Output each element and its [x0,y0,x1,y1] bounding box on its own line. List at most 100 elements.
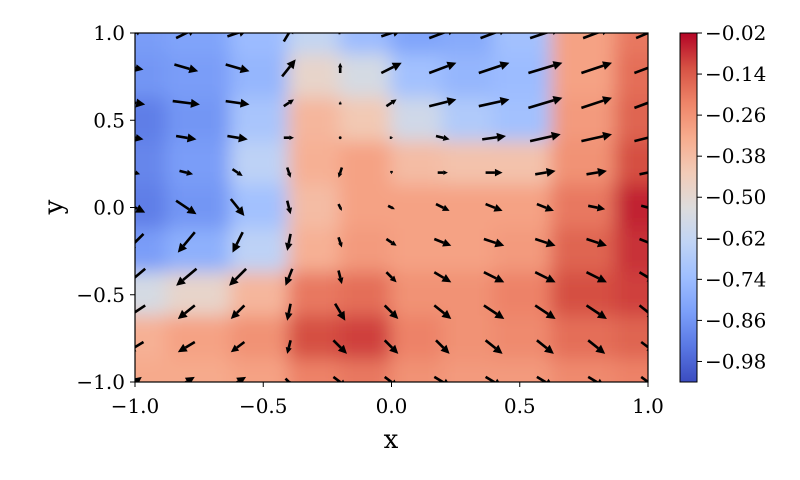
field-cell [339,53,393,100]
field-cell [339,141,393,187]
quiver-arrow [284,268,294,286]
field-cell [614,315,648,362]
quiver-arrow [337,203,342,211]
field-cell [287,53,342,100]
x-tick-label: 0.0 [376,394,408,418]
field-cell [230,53,290,100]
quiver-arrow [332,339,347,354]
field-cell [135,315,169,362]
quiver-arrow [580,61,612,75]
quiver-arrow [225,63,250,74]
quiver-arrow [435,202,450,211]
quiver-arrow [135,304,146,314]
quiver-arrow [225,98,250,108]
field-cell [493,141,553,187]
field-cell [614,141,648,187]
quiver-arrow [529,131,561,143]
quiver-arrows [135,33,648,382]
field-cell [287,359,342,382]
x-axis: −1.0 −0.5 0.0 0.5 1.0 [111,382,664,418]
field-cell [550,228,617,274]
field-cell [166,33,233,56]
field-cell [166,359,233,382]
quiver-arrow [428,97,457,108]
quiver-arrow [385,271,397,283]
field-cell [493,315,553,362]
field-cell [493,228,553,274]
quiver-arrow [585,304,607,319]
quiver-arrow [333,303,346,321]
field-cell [390,315,444,362]
x-axis-title: x [384,425,399,455]
field-cell [287,315,342,362]
quiver-arrow [581,131,612,143]
field-cell [135,33,169,56]
quiver-arrow [135,267,147,279]
y-tick-label: 1.0 [93,21,125,45]
quiver-arrow [389,136,394,139]
field-cell [550,33,617,56]
field-cell [441,53,496,100]
quiver-arrow [380,62,402,75]
field-cell [339,184,393,231]
field-cell [614,228,648,274]
y-axis: −1.0 −0.5 0.0 0.5 1.0 [76,21,135,394]
field-cell [614,359,648,382]
quiver-arrow [534,304,556,319]
field-cell [441,228,496,274]
quiver-arrow [135,33,140,36]
field-cell [614,271,648,318]
field-cell [166,184,233,231]
y-tick-label: −1.0 [76,370,125,394]
quiver-arrow [230,304,246,319]
quiver-arrow [337,167,344,178]
field-cell [287,33,342,56]
quiver-arrow [179,169,194,176]
quiver-arrow [482,132,506,142]
field-cell [390,53,444,100]
quiver-arrow [433,237,452,247]
field-cell [390,141,444,187]
quiver-arrow [284,303,293,321]
field-cell [550,184,617,231]
quiver-arrow [338,136,342,140]
field-cell [287,141,342,187]
field-cell [441,271,496,318]
field-cell [390,228,444,274]
field-cell [166,228,233,274]
field-cell [614,184,648,231]
quiver-arrow [285,339,292,354]
field-cell [441,315,496,362]
field-cell [135,53,169,100]
quiver-arrow [437,170,448,175]
field-cell [339,359,393,382]
field-cell [287,228,342,274]
field-cell [390,359,444,382]
field-cell [441,141,496,187]
field-cell [339,97,393,144]
x-tick-label: −1.0 [111,394,160,418]
field-cell [614,53,648,100]
quiver-arrow [587,203,606,212]
quiver-arrow [175,33,193,40]
field-cell [166,53,233,100]
quiver-arrow [435,339,450,354]
quiver-arrow [528,61,563,75]
field-cell [493,53,553,100]
quiver-arrow [135,170,141,175]
quiver-arrow [135,376,142,382]
quiver-arrow [528,95,563,110]
quiver-arrow [484,339,503,354]
quiver-arrow [483,237,505,248]
x-tick-label: 1.0 [632,394,664,418]
quiver-arrow [176,267,198,286]
x-tick-label: −0.5 [239,394,288,418]
quiver-arrow [135,98,146,108]
colorbar-tick-label: −0.50 [705,185,766,209]
field-cell [166,315,233,362]
quiver-arrow [485,202,503,212]
field-cell [441,184,496,231]
quiver-arrow [483,271,505,283]
field-cell [166,141,233,187]
